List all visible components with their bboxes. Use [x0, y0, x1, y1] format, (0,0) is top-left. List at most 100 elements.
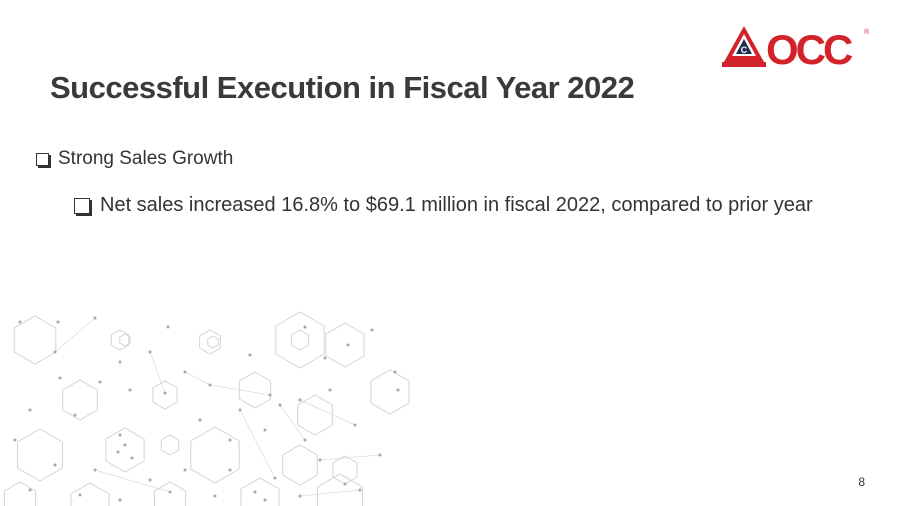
network-node [28, 408, 32, 412]
network-node [263, 498, 267, 502]
network-link [279, 404, 306, 441]
network-node [208, 383, 212, 387]
network-node [73, 413, 77, 417]
hexagon-shape [207, 335, 219, 349]
network-node [303, 325, 307, 329]
network-link [239, 409, 276, 479]
logo-registered: ® [864, 28, 870, 36]
network-node [353, 423, 357, 427]
network-link [299, 489, 361, 497]
network-node [28, 488, 32, 492]
network-node [148, 350, 152, 354]
hexagon-shape [370, 369, 410, 415]
network-node [56, 320, 60, 324]
network-node [323, 356, 327, 360]
hexagon-pattern-decoration [3, 311, 410, 506]
hexagon-shape [3, 481, 37, 506]
network-node [118, 360, 122, 364]
network-node [93, 316, 97, 320]
bullet-text: Net sales increased 16.8% to $69.1 milli… [100, 194, 813, 216]
hexagon-shape [275, 311, 325, 369]
network-node [53, 350, 57, 354]
network-node [58, 376, 62, 380]
hexagon-shape [317, 473, 363, 506]
network-node [358, 488, 362, 492]
network-link [209, 384, 271, 396]
bullet-level-1: Strong Sales Growth [36, 148, 233, 170]
network-node [303, 438, 307, 442]
hexagon-shape [70, 482, 110, 506]
hexagon-shape [17, 428, 63, 482]
network-node [163, 391, 167, 395]
network-node [123, 443, 127, 447]
hexagon-shape [190, 426, 240, 484]
network-node [93, 468, 97, 472]
occ-logo: C OCC ® [722, 26, 870, 70]
checkbox-bullet-icon [36, 152, 49, 166]
hexagon-shape [105, 427, 145, 473]
hexagon-shape [119, 333, 131, 347]
network-node [393, 370, 397, 374]
network-node [78, 493, 82, 497]
hexagon-shape [199, 329, 221, 355]
hexagon-shape [153, 481, 187, 506]
hexagon-shape [332, 455, 358, 485]
hexagon-shape [325, 322, 365, 368]
network-node [213, 494, 217, 498]
logo-text: OCC [766, 26, 853, 70]
network-node [116, 450, 120, 454]
network-node [396, 388, 400, 392]
checkbox-bullet-icon [74, 197, 90, 214]
hexagon-shape [62, 379, 98, 421]
hexagon-shape [282, 444, 318, 486]
network-node [183, 468, 187, 472]
network-node [318, 458, 322, 462]
network-node [343, 482, 347, 486]
page-number: 8 [858, 475, 865, 489]
network-node [130, 456, 134, 460]
hexagon-shape [290, 329, 310, 351]
hexagon-shape [160, 434, 180, 456]
network-link [184, 371, 211, 386]
hexagon-shape [238, 371, 272, 409]
network-node [166, 325, 170, 329]
network-node [346, 343, 350, 347]
hexagon-shape [152, 380, 178, 410]
network-node [248, 353, 252, 357]
network-node [268, 393, 272, 397]
logo-mark-letter: C [741, 45, 748, 55]
network-link [54, 317, 96, 353]
network-node [298, 494, 302, 498]
network-node [118, 498, 122, 502]
network-node [263, 428, 267, 432]
network-node [238, 408, 242, 412]
hexagon-shape [240, 477, 280, 506]
network-node [168, 490, 172, 494]
network-node [370, 328, 374, 332]
network-node [148, 478, 152, 482]
network-link [299, 399, 356, 426]
network-node [128, 388, 132, 392]
network-node [118, 433, 122, 437]
hexagon-shape [297, 394, 333, 436]
network-node [228, 438, 232, 442]
network-node [228, 468, 232, 472]
network-node [253, 490, 257, 494]
network-node [53, 463, 57, 467]
bullet-level-2: Net sales increased 16.8% to $69.1 milli… [74, 194, 813, 217]
network-node [183, 370, 187, 374]
network-node [378, 453, 382, 457]
network-node [298, 398, 302, 402]
network-link [149, 351, 166, 394]
network-node [18, 320, 22, 324]
slide-title: Successful Execution in Fiscal Year 2022 [50, 70, 635, 105]
network-link [94, 469, 171, 493]
network-node [98, 380, 102, 384]
bullet-text: Strong Sales Growth [58, 148, 234, 169]
network-node [13, 438, 17, 442]
network-node [273, 476, 277, 480]
hexagon-shape [110, 329, 130, 351]
network-node [198, 418, 202, 422]
network-node [278, 403, 282, 407]
